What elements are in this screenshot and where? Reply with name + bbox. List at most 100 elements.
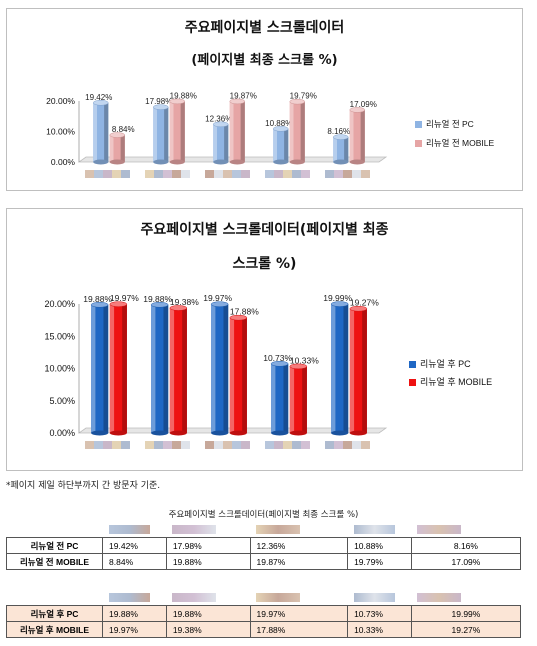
blur-block — [274, 441, 283, 449]
table-header-cell — [348, 521, 412, 538]
bar-shadow — [362, 308, 367, 433]
bar-highlight — [151, 304, 156, 433]
data-label: 10.33% — [290, 355, 319, 365]
bar-pc — [150, 302, 169, 436]
blur-block — [352, 441, 361, 449]
bar-base — [169, 159, 185, 165]
table-header-cell — [103, 589, 167, 606]
bar-highlight — [333, 137, 337, 162]
blur-block — [265, 170, 274, 178]
data-label: 19.27% — [350, 298, 379, 308]
chart-title: 주요페이지별 스크롤데이터(페이지별 최종 — [140, 222, 389, 238]
blur-block — [112, 170, 121, 178]
blur-block — [352, 170, 361, 178]
bar-top — [93, 100, 109, 106]
blur-block — [292, 441, 301, 449]
blur-block — [241, 441, 250, 449]
data-label: 19.88% — [170, 91, 197, 100]
table-header-cell — [411, 521, 520, 538]
blur-block — [163, 170, 172, 178]
bar-top — [289, 98, 305, 105]
bar-pc — [213, 121, 229, 165]
blurred-header-text — [108, 525, 150, 535]
bar-mobile — [289, 363, 308, 436]
bar-shadow — [224, 124, 229, 162]
table-cell: 19.42% — [102, 537, 167, 554]
bar-shadow — [240, 101, 245, 162]
blur-block — [154, 441, 163, 449]
blur-block — [145, 441, 154, 449]
table-cell: 19.88% — [165, 605, 251, 622]
bar-shadow — [180, 101, 185, 162]
bar-shadow — [360, 109, 365, 162]
bar-top — [289, 363, 308, 370]
table-cell: 8.16% — [410, 537, 522, 554]
bar-mobile — [109, 301, 128, 436]
bar-top — [210, 301, 229, 307]
blurred-header-text — [256, 525, 301, 535]
bar-shadow — [302, 366, 307, 433]
blurred-header-text — [256, 593, 301, 603]
table-cell: 19.87% — [249, 553, 349, 570]
bar-highlight — [169, 101, 174, 162]
blur-block — [145, 170, 154, 178]
bar-shadow — [122, 304, 127, 433]
bar-base — [289, 430, 307, 436]
bar-top — [330, 301, 349, 307]
bar-base — [333, 159, 349, 165]
table-header-cell — [7, 589, 103, 606]
blur-block — [121, 170, 130, 178]
legend-swatch — [415, 121, 422, 128]
category-label-blurred — [145, 170, 190, 178]
data-label: 8.84% — [112, 125, 135, 134]
bar-shadow — [344, 137, 349, 162]
table-cell: 19.97% — [102, 621, 167, 638]
data-label: 19.42% — [85, 93, 112, 102]
data-label: 19.38% — [170, 297, 199, 307]
table-cell: 17.88% — [249, 621, 349, 638]
blurred-header-text — [417, 593, 462, 603]
blur-block — [223, 170, 232, 178]
bar-highlight — [331, 304, 336, 433]
bar-mobile — [229, 98, 245, 165]
bar-top — [150, 302, 169, 308]
bar-pc — [93, 100, 109, 165]
bar-highlight — [289, 366, 295, 433]
table-cell: 17.98% — [165, 537, 251, 554]
bar-highlight — [153, 107, 157, 162]
blur-block — [274, 170, 283, 178]
data-label: 17.88% — [230, 307, 259, 317]
bar-base — [213, 159, 229, 165]
blur-block — [85, 441, 94, 449]
y-tick-label: 10.00% — [46, 127, 75, 137]
bar-shadow — [104, 102, 109, 162]
data-label: 17.09% — [350, 100, 377, 109]
bar-highlight — [213, 124, 217, 162]
blurred-header-text — [172, 593, 217, 603]
bar-shadow — [182, 307, 187, 433]
blur-block — [181, 441, 190, 449]
blur-block — [214, 441, 223, 449]
data-label: 19.97% — [110, 293, 139, 303]
table-row: 리뉴얼 후 MOBILE 19.97% 19.38% 17.88% 10.33% 19.2… — [5, 621, 522, 638]
table-header-cell — [7, 521, 103, 538]
blur-block — [172, 441, 181, 449]
chart-before: 0.00% 10.00% 20.00% 19.42% 17.98% 12.36% 10.88… — [46, 91, 494, 178]
bar-pc — [330, 301, 349, 436]
table-cell: 19.88% — [102, 605, 167, 622]
blur-block — [301, 170, 310, 178]
bar-highlight — [271, 363, 276, 433]
y-tick-label: 5.00% — [49, 396, 75, 406]
blurred-header-text — [417, 525, 462, 535]
bar-pc — [270, 361, 289, 436]
data-label: 10.88% — [265, 119, 292, 128]
bar-top — [109, 132, 125, 138]
blur-block — [112, 441, 121, 449]
data-label: 19.87% — [230, 91, 257, 100]
table-header-row — [7, 521, 521, 538]
bar-highlight — [229, 101, 234, 162]
category-label-blurred — [85, 441, 130, 449]
blur-block — [223, 441, 232, 449]
bar-top — [109, 301, 128, 307]
table-header-cell — [348, 589, 412, 606]
